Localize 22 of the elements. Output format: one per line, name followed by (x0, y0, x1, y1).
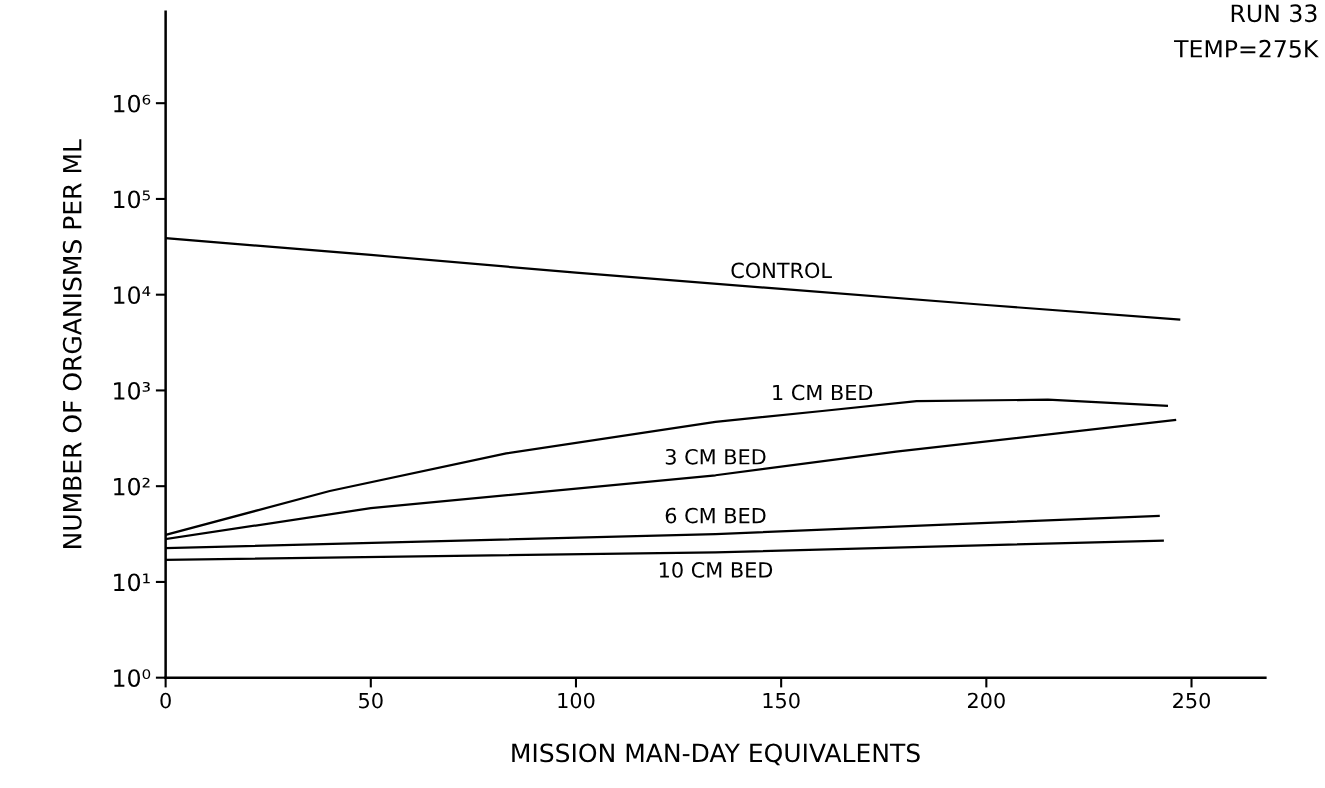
series-label: 3 CM BED (665, 448, 766, 465)
x-tick-label: 250 (1173, 692, 1211, 709)
x-tick-label: 50 (359, 692, 383, 709)
y-tick-label: 10² (114, 477, 150, 496)
y-tick-label: 10⁵ (114, 190, 150, 209)
series-label: 6 CM BED (665, 507, 766, 524)
y-tick-label: 10⁶ (114, 94, 151, 113)
x-tick-label: 0 (160, 692, 171, 709)
y-axis-title: NUMBER OF ORGANISMS PER ML (62, 139, 82, 548)
y-tick-label: 10⁴ (114, 286, 151, 304)
annotation: RUN 33 (1231, 4, 1317, 23)
y-tick-label: 10¹ (114, 573, 150, 592)
y-tick-label: 10³ (114, 381, 150, 400)
series-label: 10 CM BED (659, 562, 773, 578)
x-axis-title: MISSION MAN-DAY EQUIVALENTS (512, 743, 920, 766)
series-label: 1 CM BED (773, 384, 873, 401)
x-tick-label: 150 (763, 692, 800, 709)
x-tick-label: 100 (558, 692, 595, 709)
annotation: TEMP=275K (1174, 39, 1319, 58)
series-label: CONTROL (731, 262, 832, 279)
y-tick-label: 10⁰ (114, 669, 151, 687)
x-tick-label: 200 (967, 692, 1005, 709)
